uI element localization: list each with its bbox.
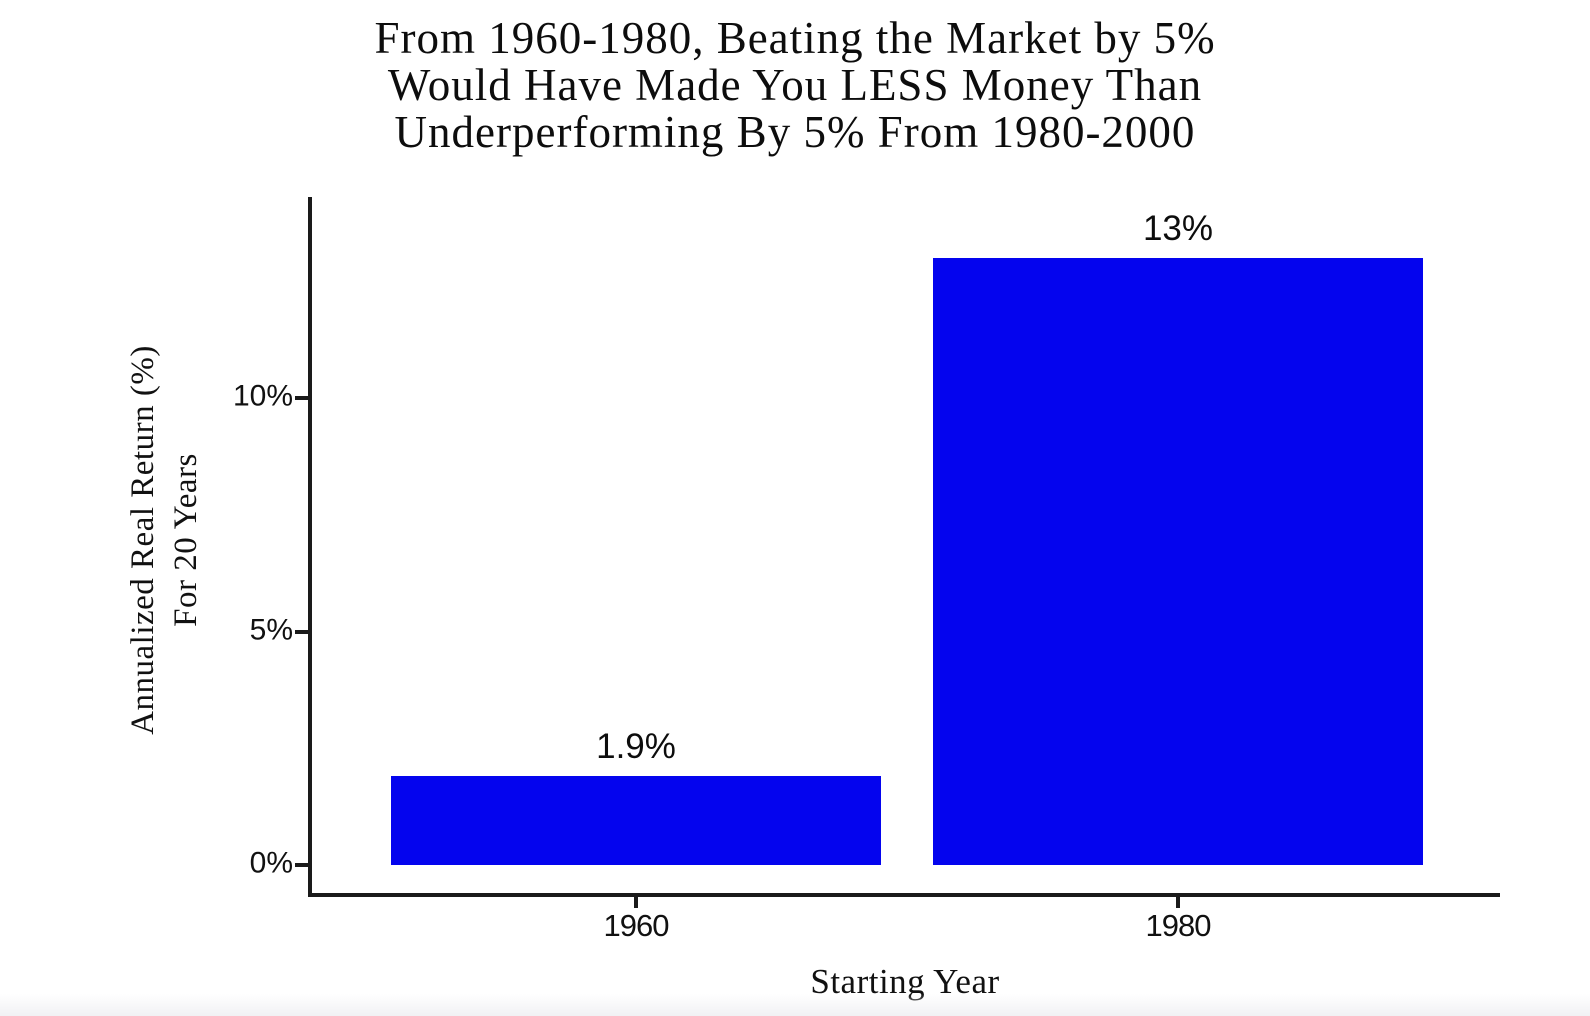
bar-value-label-1980: 13% (1142, 208, 1214, 248)
y-tick-mark-0% (295, 863, 308, 867)
chart-title-line-1: From 1960-1980, Beating the Market by 5% (374, 13, 1216, 63)
y-axis-label-line-2: For 20 Years (168, 453, 204, 627)
y-axis-line (308, 197, 312, 897)
x-tick-mark-1960 (634, 897, 638, 908)
x-tick-label-1980: 1980 (1145, 908, 1212, 943)
x-tick-mark-1980 (1176, 897, 1180, 908)
chart-title: From 1960-1980, Beating the Market by 5%… (0, 15, 1590, 156)
bar-1980 (933, 257, 1423, 865)
y-tick-label-5%: 5% (249, 613, 293, 647)
x-tick-label-1960: 1960 (603, 908, 670, 943)
y-tick-mark-10% (295, 396, 308, 400)
y-tick-label-10%: 10% (232, 379, 293, 413)
y-axis-label-line-1: Annualized Real Return (%) (125, 345, 161, 735)
x-axis-line (308, 893, 1500, 897)
y-tick-label-0%: 0% (249, 846, 293, 880)
bottom-fade-strip (0, 994, 1590, 1016)
chart-title-line-2: Would Have Made You LESS Money Than (387, 60, 1203, 110)
chart-title-line-3: Underperforming By 5% From 1980-2000 (394, 107, 1196, 157)
y-tick-mark-5% (295, 629, 308, 634)
y-axis-label: Annualized Real Return (%) For 20 Years (122, 345, 208, 735)
bar-value-label-1960: 1.9% (596, 727, 676, 767)
bar-1960 (391, 776, 881, 865)
